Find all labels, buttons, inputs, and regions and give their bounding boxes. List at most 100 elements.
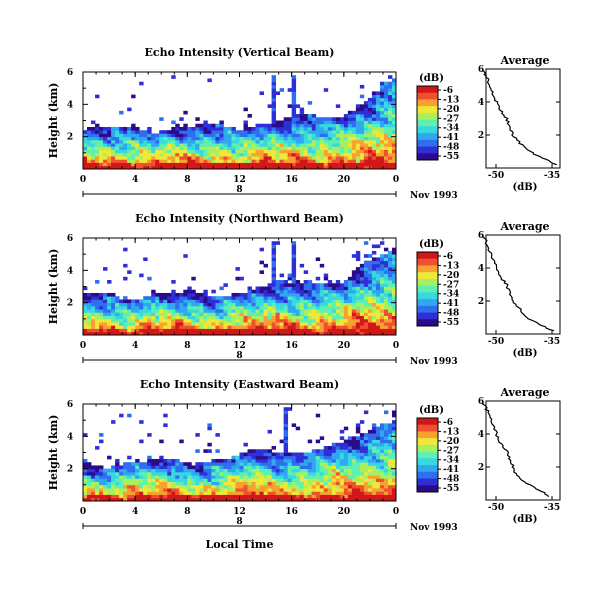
heatmap-cell	[231, 484, 236, 489]
heatmap-cell	[139, 146, 144, 150]
heatmap-cell	[367, 299, 373, 304]
heatmap-cell	[151, 465, 156, 470]
heatmap-cell	[375, 101, 381, 105]
heatmap-cell	[139, 488, 144, 492]
heatmap-cell	[363, 114, 369, 118]
heatmap-cell	[347, 462, 353, 466]
heatmap-cell	[87, 133, 92, 138]
heatmap-cell	[319, 152, 325, 157]
heatmap-cell	[343, 468, 349, 473]
heatmap-cell	[159, 305, 164, 310]
heatmap-cell	[131, 139, 136, 144]
heatmap-cell	[87, 478, 92, 482]
heatmap-cell	[323, 458, 329, 463]
heatmap-cell	[391, 494, 397, 499]
y-tick-label: 2	[67, 299, 73, 309]
heatmap-cell	[327, 299, 333, 304]
heatmap-cell	[275, 468, 281, 473]
heatmap-cell	[319, 328, 325, 333]
heatmap-cell	[291, 120, 297, 125]
heatmap-cell	[219, 136, 224, 141]
heatmap-cell	[119, 165, 124, 170]
heatmap-cell	[199, 462, 204, 466]
heatmap-cell	[99, 439, 104, 444]
heatmap-cell	[319, 139, 325, 144]
heatmap-cell	[191, 149, 196, 154]
heatmap-cell	[315, 276, 321, 281]
heatmap-cell	[287, 452, 293, 457]
heatmap-cell	[339, 475, 345, 479]
heatmap-cell	[363, 165, 369, 170]
heatmap-cell	[379, 488, 385, 492]
heatmap-cell	[343, 318, 349, 323]
heatmap-cell	[275, 136, 281, 141]
heatmap-cell	[203, 315, 208, 320]
heatmap-cell	[391, 315, 397, 320]
heatmap-cell	[263, 322, 268, 326]
heatmap-cell	[379, 471, 385, 476]
heatmap-cell	[351, 494, 357, 499]
heatmap-cell	[215, 475, 220, 479]
heatmap-cell	[235, 133, 240, 138]
heatmap-cell	[391, 276, 397, 281]
heatmap-cell	[335, 471, 341, 476]
heatmap-cell	[159, 149, 164, 154]
heatmap-cell	[159, 299, 164, 304]
heatmap-cell	[375, 162, 381, 167]
heatmap-cell	[283, 139, 289, 144]
heatmap-cell	[211, 296, 216, 300]
heatmap-cell	[171, 458, 176, 463]
heatmap-cell	[343, 286, 349, 291]
heatmap-cell	[107, 309, 112, 313]
heatmap-cell	[271, 136, 277, 141]
heatmap-cell	[379, 123, 385, 128]
heatmap-cell	[359, 283, 365, 287]
heatmap-cell	[187, 126, 192, 131]
heatmap-cell	[123, 494, 128, 499]
heatmap-cell	[279, 143, 285, 147]
heatmap-cell	[291, 84, 297, 89]
heatmap-cell	[267, 452, 272, 457]
heatmap-cell	[315, 257, 321, 262]
heatmap-cell	[207, 465, 212, 470]
heatmap-cell	[227, 468, 232, 473]
heatmap-cell	[259, 149, 264, 154]
heatmap-cell	[127, 152, 132, 157]
heatmap-cell	[279, 120, 285, 125]
heatmap-cell	[167, 146, 172, 150]
heatmap-cell	[227, 162, 232, 167]
heatmap-cell	[371, 104, 377, 108]
heatmap-cell	[371, 315, 377, 320]
heatmap-cell	[167, 296, 172, 300]
heatmap-cell	[367, 120, 373, 125]
heatmap-cell	[331, 117, 337, 121]
heatmap-cell	[315, 471, 321, 476]
heatmap-cell	[367, 455, 373, 460]
heatmap-cell	[163, 299, 168, 304]
heatmap-cell	[387, 104, 393, 108]
heatmap-cell	[315, 468, 321, 473]
heatmap-cell	[203, 146, 208, 150]
heatmap-cell	[255, 309, 260, 313]
heatmap-cell	[271, 315, 277, 320]
heatmap-cell	[175, 325, 180, 329]
heatmap-cell	[319, 465, 325, 470]
heatmap-cell	[359, 152, 365, 157]
heatmap-cell	[375, 152, 381, 157]
heatmap-cell	[271, 331, 277, 336]
heatmap-cell	[203, 152, 208, 157]
heatmap-cell	[119, 491, 124, 495]
heatmap-cell	[343, 302, 349, 307]
heatmap-cell	[195, 130, 200, 134]
heatmap-cell	[291, 286, 297, 291]
heatmap-cell	[155, 162, 160, 167]
profile-x-tick-label: -35	[544, 171, 560, 181]
heatmap-cell	[211, 136, 216, 141]
heatmap-cell	[307, 289, 313, 294]
heatmap-cell	[271, 267, 277, 271]
heatmap-cell	[219, 299, 224, 304]
heatmap-cell	[379, 146, 385, 150]
colorbar-swatch	[417, 119, 438, 127]
heatmap-cell	[367, 110, 373, 115]
heatmap-cell	[291, 296, 297, 300]
